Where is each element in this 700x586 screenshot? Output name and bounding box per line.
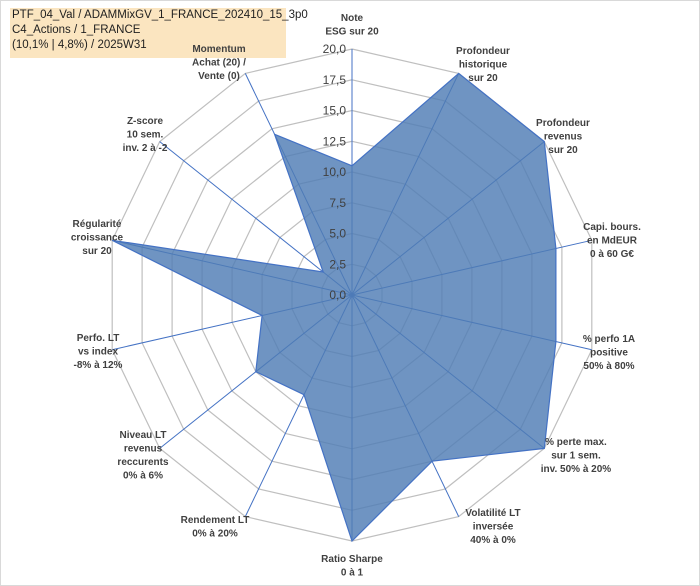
axis-label-line: Niveau LT <box>119 430 166 441</box>
axis-label-line: Momentum <box>192 44 245 55</box>
radar-axis-labels: Note ESG sur 20 Profondeur historique sur 20… <box>71 13 641 579</box>
axis-label-line: 50% à 80% <box>583 361 634 372</box>
tick-label: 7,5 <box>329 196 346 210</box>
axis-label-line: Profondeur <box>456 46 510 57</box>
axis-label-line: Achat (20) / <box>192 58 246 69</box>
axis-label-line: sur 20 <box>82 246 112 257</box>
axis-label: Perfo. LT vs index -8% à 12% <box>74 333 123 371</box>
axis-label-line: sur 1 sem. <box>551 451 601 462</box>
axis-label-line: en MdEUR <box>587 236 638 247</box>
tick-label: 5,0 <box>329 227 346 241</box>
axis-label-line: 40% à 0% <box>470 535 516 546</box>
axis-label-line: Note <box>341 13 364 24</box>
header-line-1: PTF_04_Val / ADAMMixGV_1_FRANCE_202410_1… <box>12 9 308 21</box>
axis-label: Momentum Achat (20) / Vente (0) <box>192 44 246 82</box>
axis-label-line: ESG sur 20 <box>325 27 379 38</box>
axis-label-line: croissance <box>71 233 124 244</box>
axis-label-line: -8% à 12% <box>74 360 123 371</box>
axis-label-line: revenus <box>124 444 163 455</box>
axis-label-line: Perfo. LT <box>77 333 120 344</box>
axis-label-line: 10 sem. <box>127 130 164 141</box>
axis-label: Capi. bours. en MdEUR 0 à 60 G€ <box>583 222 641 260</box>
axis-label-line: inv. 50% à 20% <box>541 464 612 475</box>
radar-spoke <box>159 141 353 296</box>
axis-label-line: Profondeur <box>536 118 590 129</box>
axis-label: Régularité croissance sur 20 <box>71 219 124 257</box>
axis-label-line: 0% à 6% <box>123 471 163 482</box>
chart-header: PTF_04_Val / ADAMMixGV_1_FRANCE_202410_1… <box>10 8 308 58</box>
axis-label-line: vs index <box>78 347 118 358</box>
header-line-2: C4_Actions / 1_FRANCE <box>12 24 141 36</box>
axis-label: Note ESG sur 20 <box>325 13 379 38</box>
axis-label-line: Rendement LT <box>181 515 250 526</box>
axis-label-line: 0 à 1 <box>341 568 364 579</box>
axis-label: Profondeur historique sur 20 <box>456 46 510 84</box>
series-area <box>111 72 557 543</box>
tick-label: 10,0 <box>323 165 347 179</box>
tick-label: 20,0 <box>323 42 347 56</box>
axis-label-line: inv. 2 à -2 <box>123 143 168 154</box>
axis-label-line: Vente (0) <box>198 71 240 82</box>
axis-label-line: Capi. bours. <box>583 222 641 233</box>
axis-label: % perte max. sur 1 sem. inv. 50% à 20% <box>541 437 612 475</box>
axis-label-line: sur 20 <box>548 145 578 156</box>
axis-label: Rendement LT 0% à 20% <box>181 515 250 540</box>
radar-series <box>111 72 557 543</box>
axis-label-line: 0 à 60 G€ <box>590 249 634 260</box>
axis-label: Z-score 10 sem. inv. 2 à -2 <box>123 116 168 154</box>
tick-label: 2,5 <box>329 257 346 271</box>
axis-label-line: % perfo 1A <box>583 334 635 345</box>
axis-label: % perfo 1A positive 50% à 80% <box>583 334 635 372</box>
axis-label-line: inversée <box>473 522 514 533</box>
axis-label-line: Ratio Sharpe <box>321 554 383 565</box>
axis-label: Volatilité LT inversée 40% à 0% <box>465 508 520 546</box>
axis-label: Profondeur revenus sur 20 <box>536 118 590 156</box>
axis-label: Ratio Sharpe 0 à 1 <box>321 554 383 579</box>
axis-label-line: reccurents <box>117 457 169 468</box>
axis-label-line: Z-score <box>127 116 164 127</box>
header-line-3: (10,1% | 4,8%) / 2025W31 <box>12 39 147 51</box>
tick-label: 12,5 <box>323 134 347 148</box>
axis-label-line: sur 20 <box>468 73 498 84</box>
tick-label: 15,0 <box>323 104 347 118</box>
axis-label-line: positive <box>590 348 628 359</box>
axis-label-line: historique <box>459 60 508 71</box>
axis-label-line: % perte max. <box>545 437 607 448</box>
tick-label: 0,0 <box>329 288 346 302</box>
axis-label-line: revenus <box>544 132 583 143</box>
radar-tick-labels: 0,0 2,5 5,0 7,5 10,0 12,5 15,0 17,5 20,0 <box>323 42 347 302</box>
axis-label-line: Régularité <box>73 219 122 230</box>
axis-label-line: 0% à 20% <box>192 529 238 540</box>
axis-label-line: Volatilité LT <box>465 508 520 519</box>
axis-label: Niveau LT revenus reccurents 0% à 6% <box>117 430 169 482</box>
tick-label: 17,5 <box>323 73 347 87</box>
